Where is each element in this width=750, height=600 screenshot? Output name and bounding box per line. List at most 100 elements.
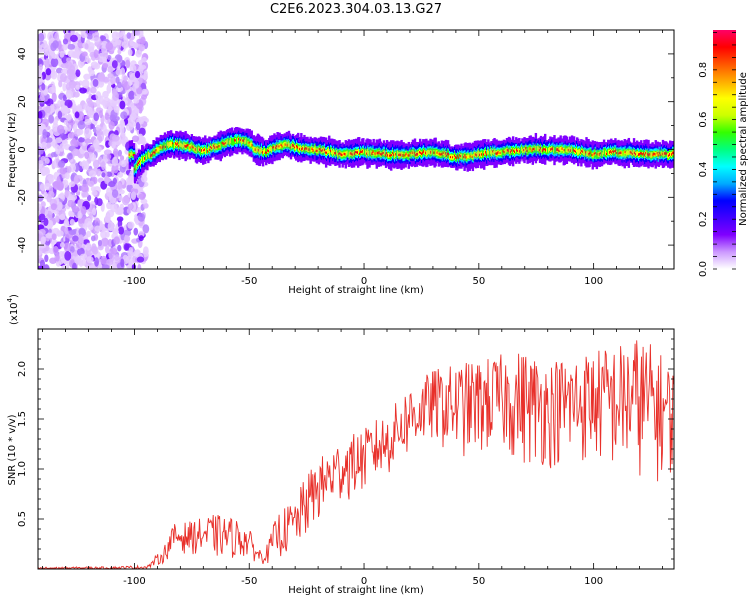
heatmap-noise-cell [55,260,62,267]
heatmap-noise-cell [108,121,115,130]
heatmap-noise-cell [141,57,147,63]
heatmap-noise-cell [38,194,44,202]
heatmap-noise-cell [72,148,80,157]
heatmap-noise-cell [120,120,126,129]
x-tick-label: 100 [584,276,603,287]
heatmap-noise-cell [105,42,114,51]
heatmap-noise-cell [74,111,80,119]
colorbar-strip [713,30,736,269]
heatmap-noise-cell [138,136,146,144]
y-tick-label: -40 [17,237,28,253]
heatmap-noise-cell [110,203,118,213]
heatmap-noise-cell [113,236,120,245]
heatmap-noise-cell [76,104,83,113]
heatmap-noise-cell [120,155,125,162]
heatmap-noise-cell [101,172,106,178]
heatmap-noise-cell [52,246,59,255]
heatmap-noise-cell [66,114,72,122]
heatmap-noise-cell [87,42,95,51]
heatmap-noise-cell [93,31,100,38]
heatmap-noise-cell [39,92,46,102]
x-tick-label: -50 [241,576,257,587]
heatmap-noise-cell [134,79,140,89]
heatmap-noise-cell [92,159,100,169]
heatmap-noise-cell [127,221,135,229]
heatmap-noise-cell [74,48,81,58]
heatmap-noise-cell [133,98,140,104]
heatmap-noise-cell [66,166,72,174]
snr-y-ticks: 0.5 1.0 1.5 2.0 [17,328,674,570]
snr-x-label: Height of straight line (km) [288,585,424,596]
spectrogram-y-label: Frequency (Hz) [7,112,18,188]
y-tick-label: 1.0 [17,461,28,477]
heatmap-noise-cell [105,245,110,254]
heatmap-noise-cell [96,168,102,177]
heatmap-noise-cell [102,100,109,109]
heatmap-noise-cell [91,207,97,216]
heatmap-noise-cell [117,171,124,178]
heatmap-noise-cell [59,167,67,175]
heatmap-noise-cell [48,185,54,195]
heatmap-noise-cell [38,203,42,212]
heatmap-noise-cell [127,49,133,56]
heatmap-noise-cell [41,83,46,91]
heatmap-noise-cell [51,53,58,59]
heatmap-noise-cell [57,160,66,168]
heatmap-noise-cell [93,36,101,43]
snr-frame [37,328,675,570]
colorbar-tick-label: 0.8 [698,62,709,78]
heatmap-noise-cell [121,196,130,206]
heatmap-noise-cell [62,43,68,51]
heatmap-noise-cell [89,153,97,162]
heatmap-noise-cell [115,68,122,76]
heatmap-noise-cell [138,44,146,52]
heatmap-noise-cell [80,149,85,155]
heatmap-noise-cell [125,59,131,68]
heatmap-noise-cell [108,140,113,147]
heatmap-noise-cell [76,128,82,136]
heatmap-noise-cell [111,60,118,69]
heatmap-noise-cell [40,206,46,216]
heatmap-noise-cell [136,38,144,44]
heatmap-noise-cell [39,183,46,191]
heatmap-noise-cell [119,100,126,110]
heatmap-noise-cell [88,224,94,231]
heatmap-noise-cell [128,90,136,100]
heatmap-noise-cell [83,73,91,80]
x-tick-label: 0 [361,576,367,587]
heatmap-noise-cell [38,228,46,236]
exponent-prefix: (x10 [9,302,20,325]
heatmap-noise-cell [138,116,145,125]
heatmap-noise-cell [117,48,122,55]
heatmap-noise-cell [132,42,139,48]
heatmap-noise-cell [72,262,77,269]
heatmap-noise-cell [123,243,130,251]
heatmap-noise-cell [68,229,76,235]
heatmap-noise-cell [38,64,43,71]
figure-title: C2E6.2023.304.03.13.G27 [270,2,442,17]
svg-text:(x104): (x104) [6,294,20,325]
heatmap-noise-cell [55,137,63,144]
heatmap-noise-cell [64,250,72,261]
heatmap-noise-cell [90,86,97,94]
heatmap-noise-cell [54,215,60,223]
heatmap-noise-cell [88,69,95,77]
heatmap-noise-cell [109,133,117,142]
heatmap-noise-cell [131,264,137,269]
y-tick-label: 20 [17,95,28,108]
heatmap-noise-cell [68,131,75,139]
exponent-power: 4 [6,297,14,302]
heatmap-noise-cell [98,110,103,119]
heatmap-noise-cell [64,172,70,180]
heatmap-noise-cell [129,64,137,72]
heatmap-noise-cell [104,175,110,185]
heatmap-noise-cell [92,246,99,255]
heatmap-noise-cell [88,180,95,187]
heatmap-noise-cell [71,137,76,145]
spectrogram-y-ticks: -40 -20 0 20 40 [17,29,674,270]
heatmap-noise-cell [110,247,118,255]
heatmap-noise-cell [50,57,59,68]
heatmap-noise-cell [48,86,56,94]
spectrogram-image [38,30,674,269]
heatmap-noise-cell [87,107,93,116]
